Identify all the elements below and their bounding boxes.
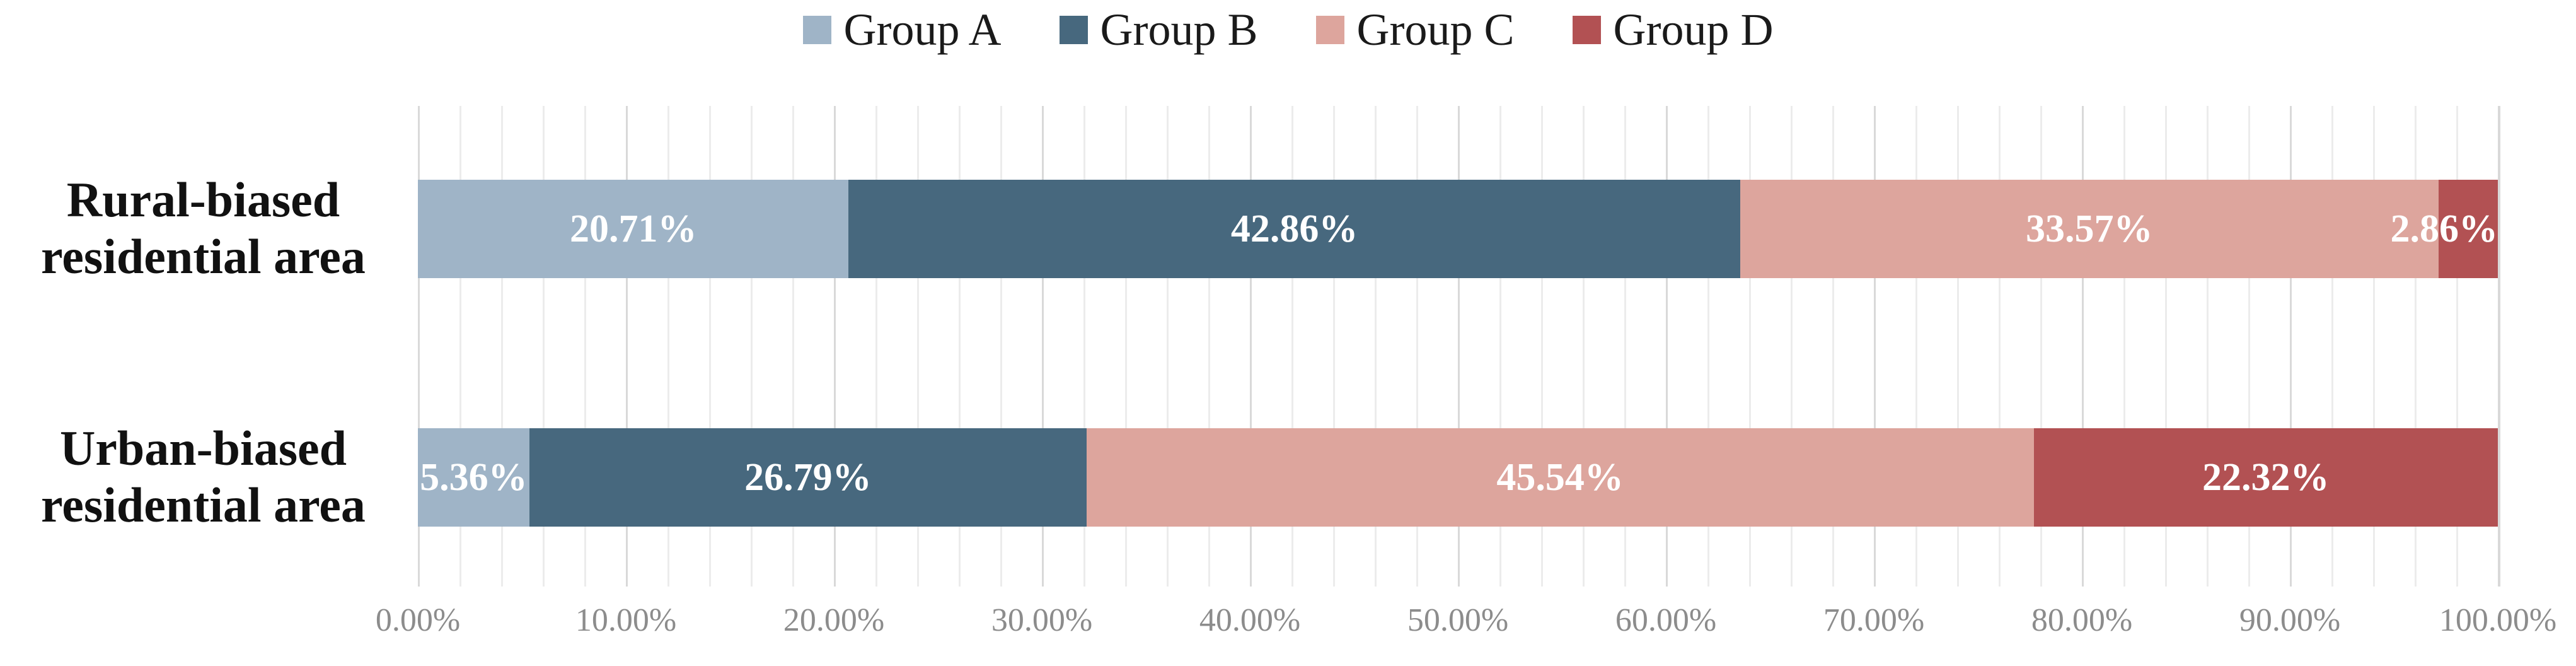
category-label-urban-line1: Urban-biased [59,421,347,476]
bar-urban: 5.36% 26.79% 45.54% 22.32% [418,428,2498,527]
data-label: 26.79% [744,455,872,499]
plot-area: 20.71% 42.86% 33.57% 2.86% 5.36% 26.79% … [418,106,2500,587]
legend-label-group-d: Group D [1613,4,1774,55]
data-label: 22.32% [2202,455,2330,499]
x-tick-70: 70.00% [1823,602,1925,638]
segment-rural-group-d[interactable]: 2.86% [2390,180,2498,278]
x-tick-90: 90.00% [2239,602,2341,638]
category-label-urban: Urban-biased residential area [0,420,407,533]
bar-rural: 20.71% 42.86% 33.57% 2.86% [418,180,2498,278]
legend-item-group-b[interactable]: Group B [1059,4,1258,55]
segment-urban-group-b[interactable]: 26.79% [529,428,1087,527]
x-axis: 0.00% 10.00% 20.00% 30.00% 40.00% 50.00%… [376,598,2556,643]
category-label-rural-line2: residential area [41,228,366,284]
legend: Group A Group B Group C Group D [802,4,1774,55]
x-tick-0: 0.00% [375,602,461,638]
legend-item-group-a[interactable]: Group A [802,4,1002,55]
legend-item-group-c[interactable]: Group C [1315,4,1515,55]
data-label: 20.71% [569,207,697,250]
segment-rural-group-a[interactable]: 20.71% [418,180,849,278]
x-tick-100: 100.00% [2439,602,2557,638]
segment-urban-group-d[interactable]: 22.32% [2033,428,2498,527]
legend-swatch-group-a-icon [802,16,831,45]
category-label-rural-line1: Rural-biased [66,172,340,227]
x-tick-20: 20.00% [783,602,885,638]
legend-swatch-group-d-icon [1572,16,1601,45]
data-label: 45.54% [1496,455,1624,499]
x-tick-10: 10.00% [575,602,677,638]
category-label-urban-line2: residential area [41,477,366,532]
data-label: 5.36% [420,455,528,499]
category-label-rural: Rural-biased residential area [0,172,407,284]
segment-urban-group-a[interactable]: 5.36% [418,428,529,527]
data-label: 42.86% [1230,207,1358,250]
segment-urban-group-c[interactable]: 45.54% [1086,428,2034,527]
x-tick-80: 80.00% [2031,602,2133,638]
data-label: 33.57% [2025,207,2153,250]
data-label: 2.86% [2390,207,2498,250]
x-tick-30: 30.00% [991,602,1093,638]
segment-rural-group-b[interactable]: 42.86% [848,180,1740,278]
x-tick-60: 60.00% [1615,602,1717,638]
legend-label-group-c: Group C [1356,4,1515,55]
segment-rural-group-c[interactable]: 33.57% [1740,180,2439,278]
legend-swatch-group-c-icon [1315,16,1344,45]
legend-swatch-group-b-icon [1059,16,1088,45]
x-tick-50: 50.00% [1407,602,1509,638]
legend-label-group-a: Group A [843,4,1002,55]
legend-item-group-d[interactable]: Group D [1572,4,1774,55]
x-tick-40: 40.00% [1199,602,1301,638]
legend-label-group-b: Group B [1100,4,1258,55]
